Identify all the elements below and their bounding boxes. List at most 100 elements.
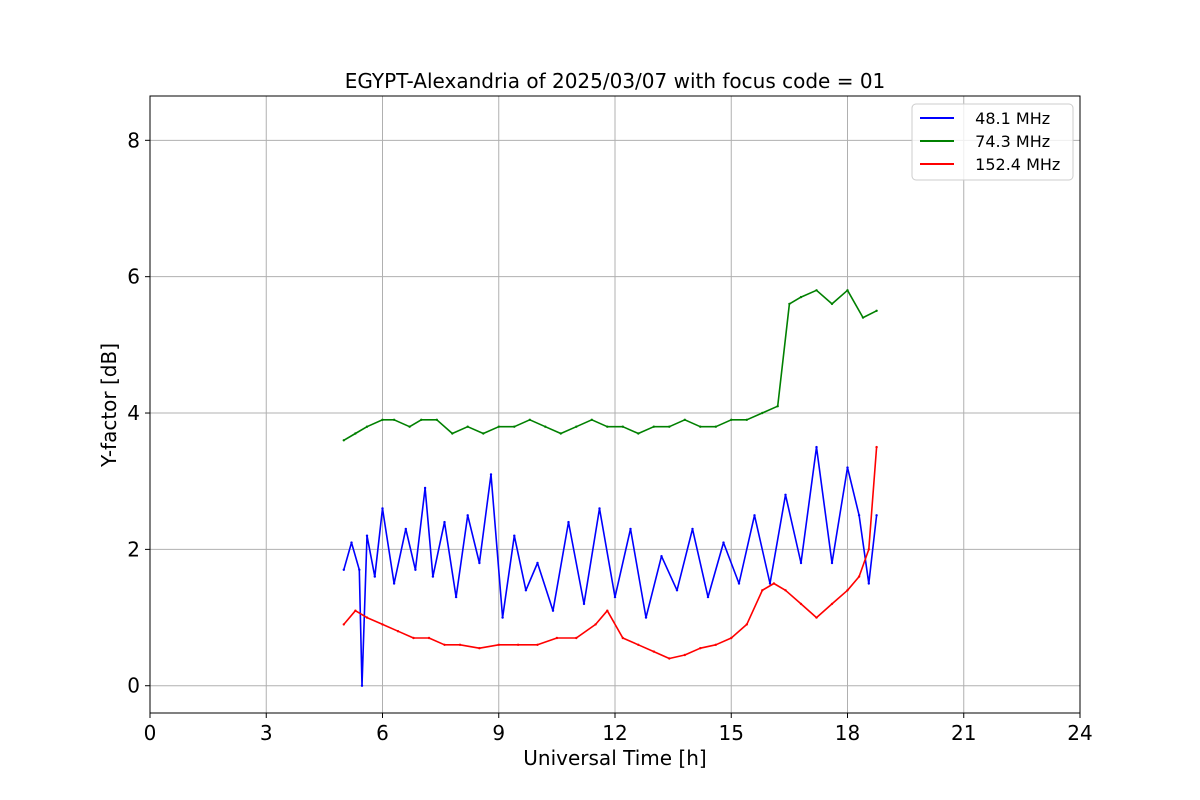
series-0-point [360,684,364,687]
plot-series [342,289,878,687]
series-1-point [799,295,803,299]
series-1-point [482,432,485,435]
series-1-point [815,289,818,292]
series-2-point [594,623,597,626]
series-1-point [590,418,593,421]
series-1-point [875,309,878,312]
x-tick-label: 0 [144,721,157,745]
series-2-point [867,548,870,551]
series-0-point [404,527,407,531]
series-0-point [582,602,586,606]
series-1-point [544,425,547,428]
series-1-point [846,289,849,292]
series-0-point [567,520,570,524]
series-1-point [354,432,357,435]
series-2-point [516,643,520,646]
series-2-point [761,589,764,592]
series-1-point [435,418,438,421]
series-2-point [683,653,686,657]
y-tick-label: 8 [127,128,140,152]
series-1-point [637,432,640,435]
series-0-point [551,609,555,612]
x-tick-label: 9 [492,721,505,745]
series-2-point [412,636,415,640]
series-2-point [354,609,357,612]
series-0-point [613,595,617,599]
legend: 48.1 MHz 74.3 MHz 152.4 MHz [911,103,1074,181]
series-0-point [644,616,648,619]
series-1-point [683,418,686,421]
series-1-point [830,302,834,306]
series-0-point [381,507,384,510]
legend-label-2: 152.4 MHz [965,155,1060,174]
series-2-point [784,589,787,592]
series-0-point [706,595,710,599]
series-2-point [365,616,369,619]
x-tick-label: 12 [602,721,627,745]
y-tick-label: 2 [127,537,140,561]
y-tick-label: 6 [127,265,140,289]
series-0-point [722,541,725,544]
series-0-point [784,493,787,496]
y-axis-ticks: 0 2 4 6 8 [127,128,150,698]
series-line-1 [343,289,877,441]
series-2-point [830,602,834,606]
series-0-point [423,486,427,490]
series-0-point [875,514,878,517]
series-1-point [559,432,562,435]
series-0-point [454,595,458,599]
series-0-point [691,527,694,531]
y-tick-label: 0 [127,674,140,698]
series-1-point [381,418,384,421]
series-0-point [373,575,376,578]
series-0-point [830,561,834,565]
series-0-point [737,582,741,585]
series-2-point [815,616,818,619]
series-0-point [768,582,772,585]
series-2-point [497,643,500,646]
series-1-point [528,418,531,421]
x-tick-label: 21 [951,721,976,745]
series-1-point [451,432,454,435]
series-0-point [431,575,435,578]
series-0-point [815,445,818,449]
series-0-point [629,527,632,531]
grid [149,96,1081,713]
x-axis-label: Universal Time [h] [523,746,706,770]
series-0-point [358,568,361,571]
series-2-point [342,623,345,626]
series-2-point [699,647,702,650]
series-2-point [652,650,655,653]
series-1-point [861,316,865,319]
x-axis-ticks: 0 3 6 9 12 15 18 21 24 [144,713,1093,745]
series-1-point [714,425,717,428]
series-1-point [497,425,500,428]
series-0-point [466,514,469,517]
series-1-point [745,418,748,421]
series-2-point [427,636,431,640]
series-2-point [381,623,384,626]
series-1-point [365,425,369,428]
series-1-point [408,425,411,428]
series-line-0 [343,446,878,687]
series-2-point [478,647,481,650]
series-0-point [536,561,539,565]
series-0-point [846,466,849,469]
series-2-point [458,643,462,646]
x-tick-label: 15 [719,721,744,745]
series-2-point [575,636,578,640]
y-tick-label: 4 [127,401,140,425]
series-0-point [799,561,803,565]
series-0-point [414,568,417,571]
series-1-point [342,439,345,442]
series-2-point [875,445,878,449]
series-1-point [466,425,469,428]
series-0-point [660,555,663,558]
x-tick-label: 18 [835,721,860,745]
series-0-point [443,520,446,524]
series-0-point [598,507,601,510]
series-2-point [799,602,803,606]
series-1-point [513,425,516,428]
series-2-point [637,643,640,646]
series-1-point [761,411,764,415]
